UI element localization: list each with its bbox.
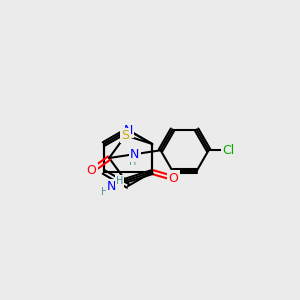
Text: N: N — [130, 148, 140, 160]
Text: H: H — [129, 157, 137, 167]
Text: N: N — [107, 180, 116, 193]
Text: Cl: Cl — [223, 144, 235, 157]
Text: O: O — [168, 172, 178, 184]
Text: O: O — [86, 164, 96, 177]
Text: S: S — [122, 129, 130, 142]
Text: H: H — [116, 176, 123, 186]
Text: H: H — [101, 187, 108, 197]
Text: N: N — [123, 124, 133, 136]
